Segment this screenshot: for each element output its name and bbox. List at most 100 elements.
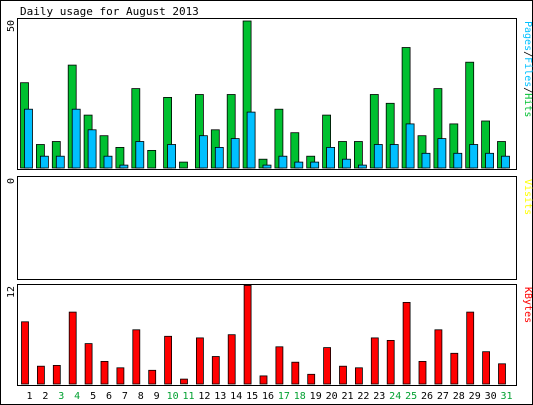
legend-entry-slash: /: [522, 87, 533, 93]
x-tick-label-day-2: 2: [42, 391, 48, 402]
legend-entry-visits: Visits: [522, 179, 533, 215]
bar-kbytes-kbytes-day-23: [370, 337, 379, 385]
bar-kbytes-kbytes-day-21: [339, 365, 347, 385]
bar-kbytes-kbytes-day-18: [291, 361, 300, 385]
x-tick-label-day-24: 24: [389, 391, 401, 402]
legend-kbytes: KBytes: [522, 287, 533, 323]
bar-hits-files-pages-files-day-23: [373, 144, 383, 169]
bar-hits-files-pages-files-day-30: [485, 152, 495, 169]
bar-kbytes-kbytes-day-13: [211, 356, 220, 385]
bar-hits-files-pages-files-day-28: [453, 152, 463, 169]
legend-entry-files: Files: [522, 57, 533, 87]
x-tick-label-day-9: 9: [154, 391, 160, 402]
bar-hits-files-pages-hits-day-9: [147, 149, 157, 169]
x-tick-label-day-12: 12: [198, 391, 210, 402]
bar-hits-files-pages-files-day-26: [421, 152, 431, 169]
legend-entry-pages: Pages: [522, 21, 533, 51]
bar-hits-files-pages-files-day-6: [103, 155, 113, 169]
legend-entry-slash: /: [522, 51, 533, 57]
bar-kbytes-kbytes-day-24: [386, 339, 395, 385]
bar-hits-files-pages-files-day-19: [310, 161, 320, 169]
bar-hits-files-pages-files-day-7: [119, 164, 129, 169]
panel-frame-visits: [17, 176, 517, 280]
bar-kbytes-kbytes-day-9: [148, 369, 157, 385]
bar-hits-files-pages-files-day-15: [246, 111, 256, 169]
legend-visits: Visits: [522, 179, 533, 215]
panel-frame-hits-files-pages: [17, 18, 517, 170]
bar-kbytes-kbytes-day-1: [21, 321, 29, 385]
bar-kbytes-kbytes-day-27: [434, 329, 443, 385]
x-tick-label-day-7: 7: [122, 391, 128, 402]
legend-entry-hits: Hits: [522, 93, 533, 117]
legend-hits-files-pages: Pages/Files/Hits: [522, 21, 533, 117]
chart-title: Daily usage for August 2013: [20, 5, 199, 18]
bar-hits-files-pages-hits-day-11: [179, 161, 188, 169]
bar-hits-files-pages-files-day-10: [167, 144, 177, 169]
bar-kbytes-kbytes-day-28: [450, 352, 459, 385]
x-tick-label-day-21: 21: [341, 391, 353, 402]
x-tick-label-day-6: 6: [106, 391, 112, 402]
bar-kbytes-kbytes-day-5: [84, 343, 93, 385]
bar-hits-files-pages-files-day-17: [278, 155, 288, 169]
bar-kbytes-kbytes-day-14: [227, 334, 236, 385]
x-tick-label-day-5: 5: [90, 391, 96, 402]
x-tick-label-day-26: 26: [421, 391, 433, 402]
bar-kbytes-kbytes-day-29: [466, 311, 475, 385]
x-tick-label-day-18: 18: [294, 391, 306, 402]
bar-hits-files-pages-files-day-5: [87, 129, 97, 169]
x-tick-label-day-8: 8: [138, 391, 144, 402]
x-tick-label-day-20: 20: [326, 391, 338, 402]
y-max-label-hits-files-pages: 50: [6, 20, 17, 32]
bar-kbytes-kbytes-day-3: [52, 364, 61, 385]
x-tick-label-day-4: 4: [74, 391, 80, 402]
bar-kbytes-kbytes-day-15: [243, 284, 252, 385]
bar-kbytes-kbytes-day-2: [37, 365, 45, 385]
legend-entry-kbytes: KBytes: [522, 287, 533, 323]
bar-kbytes-kbytes-day-11: [180, 378, 188, 385]
bar-hits-files-pages-files-day-16: [262, 164, 272, 169]
x-tick-label-day-19: 19: [310, 391, 322, 402]
bar-kbytes-kbytes-day-8: [132, 329, 141, 385]
bar-hits-files-pages-files-day-18: [294, 161, 304, 169]
bar-hits-files-pages-hits-day-22: [353, 141, 363, 169]
panel-frame-kbytes: [17, 284, 517, 386]
bar-kbytes-kbytes-day-4: [68, 311, 77, 385]
bar-kbytes-kbytes-day-26: [418, 360, 427, 385]
x-tick-label-day-31: 31: [500, 391, 512, 402]
x-tick-label-day-25: 25: [405, 391, 417, 402]
bar-hits-files-pages-files-day-20: [326, 146, 336, 169]
bar-hits-files-pages-files-day-29: [469, 144, 479, 169]
bar-kbytes-kbytes-day-31: [498, 363, 506, 385]
x-tick-label-day-14: 14: [230, 391, 242, 402]
bar-hits-files-pages-files-day-25: [405, 123, 415, 169]
bar-hits-files-pages-files-day-21: [342, 158, 351, 169]
x-tick-label-day-3: 3: [58, 391, 64, 402]
bar-kbytes-kbytes-day-30: [482, 351, 491, 385]
bar-kbytes-kbytes-day-7: [116, 367, 125, 385]
x-tick-label-day-10: 10: [167, 391, 179, 402]
x-tick-label-day-11: 11: [182, 391, 194, 402]
y-max-label-kbytes: 12: [6, 286, 17, 298]
x-tick-label-day-13: 13: [214, 391, 226, 402]
bar-kbytes-kbytes-day-17: [275, 346, 284, 385]
bar-hits-files-pages-files-day-24: [389, 144, 399, 169]
bar-hits-files-pages-files-day-22: [357, 164, 367, 169]
bar-hits-files-pages-files-day-14: [230, 138, 240, 169]
bar-kbytes-kbytes-day-10: [164, 335, 173, 385]
y-max-label-visits: 0: [6, 178, 17, 184]
x-tick-label-day-27: 27: [437, 391, 449, 402]
x-tick-label-day-23: 23: [373, 391, 385, 402]
x-tick-label-day-22: 22: [357, 391, 369, 402]
bar-hits-files-pages-files-day-12: [198, 135, 208, 169]
x-tick-label-day-17: 17: [278, 391, 290, 402]
bar-kbytes-kbytes-day-12: [195, 337, 204, 385]
bar-hits-files-pages-files-day-31: [501, 155, 510, 169]
x-tick-label-day-15: 15: [246, 391, 258, 402]
bar-kbytes-kbytes-day-20: [323, 347, 332, 385]
bar-hits-files-pages-files-day-8: [135, 141, 145, 169]
x-tick-label-day-16: 16: [262, 391, 274, 402]
x-tick-label-day-1: 1: [26, 391, 32, 402]
bar-kbytes-kbytes-day-6: [100, 360, 109, 385]
